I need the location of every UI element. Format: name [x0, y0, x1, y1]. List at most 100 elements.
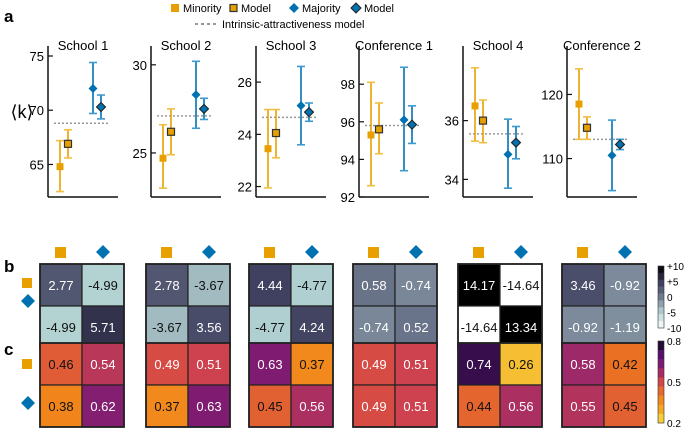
marker-diamond: [191, 90, 201, 100]
heatmap-cell-value: -4.99: [88, 278, 118, 293]
panel-label-a: a: [4, 7, 14, 26]
colorbar-tick-label: 0.8: [667, 337, 681, 348]
heatmap-cell-value: 0.46: [48, 357, 73, 372]
heatmap-cell-value: 0.74: [466, 357, 491, 372]
heatmap-1: 0.46 0.54 0.38 0.62: [39, 342, 125, 428]
heatmap-cell: [394, 305, 438, 349]
heatmap-cell: [603, 342, 647, 386]
column-marker-minority: [473, 247, 484, 258]
minority-point: [56, 139, 64, 193]
colorbar-border: [657, 340, 665, 424]
marker-square: [63, 139, 73, 148]
colorbar-segment: [658, 368, 664, 378]
subplot-title: Conference 2: [563, 38, 641, 53]
legend-majority-model-label: Model: [364, 3, 394, 15]
minority-model-point: [63, 128, 73, 159]
heatmap-4: 0.58 -0.74 -0.74 0.52: [352, 263, 438, 349]
y-tick-label: 34: [445, 172, 459, 187]
column-marker-majority: [409, 245, 423, 259]
colorbar-segment: [658, 272, 664, 281]
heatmap-cell-value: -14.64: [503, 278, 540, 293]
legend-minority-model-label: Model: [241, 3, 271, 15]
column-marker-minority: [264, 247, 275, 258]
minority-point: [471, 66, 479, 142]
heatmap-cell: [352, 384, 396, 428]
marker-diamond: [303, 106, 315, 118]
y-tick-label: 120: [541, 87, 563, 102]
heatmap-cell-value: 0.37: [299, 357, 324, 372]
y-tick-label: 22: [238, 180, 252, 195]
colorbar-segment: [658, 321, 664, 329]
marker-diamond: [198, 103, 210, 115]
heatmap-cell-value: 3.56: [196, 320, 221, 335]
column-marker-majority: [514, 245, 528, 259]
heatmap-cell-value: 0.63: [196, 399, 221, 414]
subplot-title: School 3: [266, 38, 317, 53]
heatmap-border: [352, 342, 438, 428]
legend: Minority Model Majority Model Intrinsic-…: [171, 2, 394, 31]
row-marker-majority: [21, 396, 35, 410]
heatmap-cell-value: 5.71: [90, 320, 115, 335]
heatmap-cell: [39, 305, 83, 349]
heatmap-cell-value: 2.77: [48, 278, 73, 293]
heatmap-cell: [603, 305, 647, 349]
heatmap-cell-value: 0.45: [612, 399, 637, 414]
column-marker-minority: [577, 247, 588, 258]
y-tick-label: 65: [30, 157, 44, 172]
heatmap-cell-value: 0.38: [48, 399, 73, 414]
subplot-2: School 2 25 30: [133, 38, 221, 198]
legend-minority-marker: [171, 4, 179, 12]
minority-point: [575, 68, 583, 141]
colorbar-segment: [658, 386, 664, 396]
heatmap-cell-value: -3.67: [152, 320, 182, 335]
majority-point: [399, 66, 409, 172]
heatmap-5: 14.17 -14.64 -14.64 13.34: [457, 263, 543, 349]
column-marker-majority: [305, 245, 319, 259]
heatmap-cell-value: 0.45: [257, 399, 282, 414]
heatmap-cell: [81, 342, 125, 386]
heatmap-2: 2.78 -3.67 -3.67 3.56: [145, 263, 231, 349]
heatmap-cell: [499, 384, 543, 428]
heatmap-cell-value: 0.49: [361, 357, 386, 372]
heatmap-cell-value: 0.37: [154, 399, 179, 414]
heatmap-cell-value: 0.51: [403, 399, 428, 414]
marker-diamond: [399, 115, 409, 125]
heatmap-cell-value: 0.42: [612, 357, 637, 372]
heatmap-cell: [561, 384, 605, 428]
legend-minority-model-marker: [229, 3, 238, 13]
marker-diamond: [607, 150, 617, 160]
minority-model-point: [374, 102, 384, 155]
colorbar-segment: [658, 413, 664, 424]
minority-model-point: [582, 116, 592, 141]
colorbar-tick-label: -5: [667, 309, 676, 320]
subplot-4: Conference 1 92 94 96 98: [341, 38, 434, 205]
colorbar-segment: [658, 395, 664, 406]
subplot-5: School 4 34 36: [445, 38, 533, 198]
y-tick-label: 94: [341, 152, 355, 167]
majority-point: [191, 60, 201, 130]
heatmap-cell: [457, 384, 501, 428]
row-marker-majority: [21, 294, 35, 308]
heatmap-cell: [81, 384, 125, 428]
legend-intrinsic-label: Intrinsic-attractiveness model: [222, 19, 364, 31]
heatmap-cell-value: -0.92: [568, 320, 598, 335]
heatmap-cell-value: 2.78: [154, 278, 179, 293]
minority-point: [264, 108, 272, 189]
colorbar-b: +10 +5 0 -5 -10: [657, 262, 684, 335]
heatmap-cell: [394, 342, 438, 386]
minority-model-point: [166, 108, 176, 156]
column-marker-minority: [55, 247, 66, 258]
heatmap-cell-value: 0.26: [508, 357, 533, 372]
y-tick-label: 30: [133, 58, 147, 73]
panel-label-c: c: [4, 340, 13, 359]
heatmap-cell-value: 0.58: [570, 357, 595, 372]
marker-square: [582, 123, 592, 132]
y-tick-label: 110: [542, 152, 563, 167]
heatmap-cell-value: 0.49: [361, 399, 386, 414]
heatmap-cell: [81, 263, 125, 307]
heatmap-cell-value: -0.74: [401, 278, 431, 293]
heatmap-6: 3.46 -0.92 -0.92 -1.19: [561, 263, 647, 349]
colorbar-segment: [658, 286, 664, 294]
marker-square: [264, 145, 272, 153]
marker-diamond: [510, 137, 522, 148]
